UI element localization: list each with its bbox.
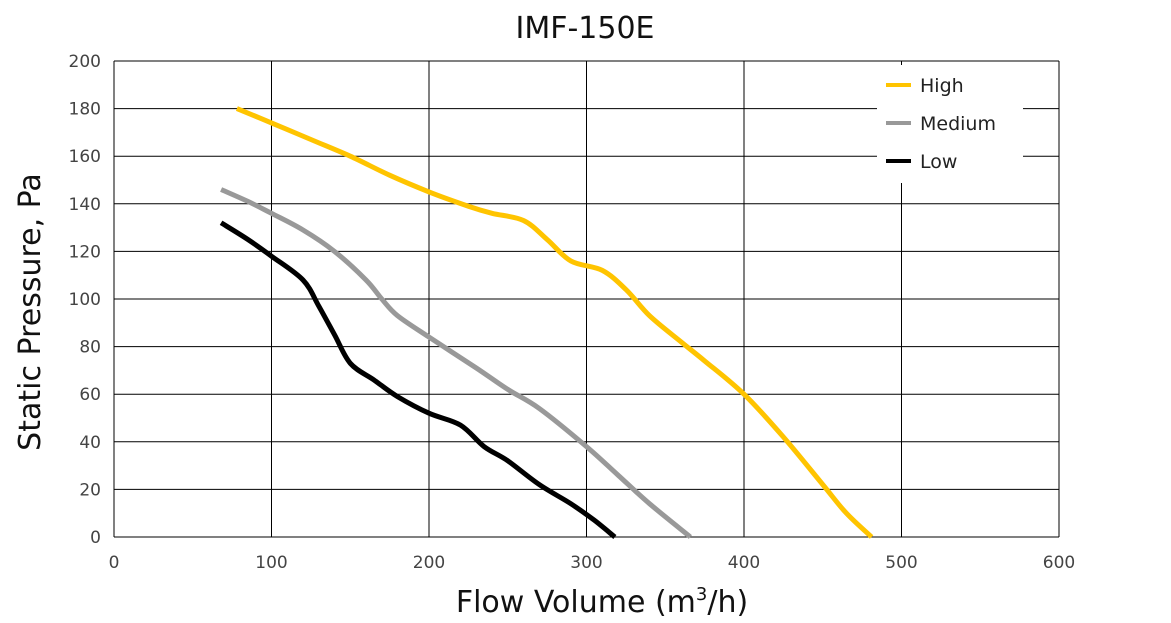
y-tick-label: 200 xyxy=(69,52,101,72)
y-tick-label: 80 xyxy=(79,338,101,358)
legend-label-medium: Medium xyxy=(920,113,996,135)
x-tick-label: 400 xyxy=(728,553,760,573)
x-axis-label-superscript: 3 xyxy=(696,584,707,605)
y-tick-label: 100 xyxy=(69,290,101,310)
tick-labels: 0 100 200 300 400 500 600 0 20 40 60 80 100 120 140 160… xyxy=(69,52,1076,573)
y-tick-label: 20 xyxy=(79,480,101,500)
series-line-medium xyxy=(220,187,692,539)
chart-title: IMF-150E xyxy=(515,11,654,46)
x-tick-label: 300 xyxy=(570,553,602,573)
y-tick-label: 160 xyxy=(69,147,101,167)
y-tick-label: 40 xyxy=(79,433,101,453)
x-axis-label-main: Flow Volume (m xyxy=(456,585,696,620)
series-line-low xyxy=(219,220,617,539)
x-tick-label: 600 xyxy=(1043,553,1075,573)
legend: High Medium Low xyxy=(877,65,1023,183)
y-tick-label: 180 xyxy=(69,100,101,120)
series-line-high xyxy=(235,106,874,539)
x-tick-label: 100 xyxy=(255,553,287,573)
y-tick-label: 0 xyxy=(90,528,101,548)
y-tick-label: 60 xyxy=(79,385,101,405)
x-tick-label: 500 xyxy=(885,553,917,573)
x-axis-label: Flow Volume (m3/h) xyxy=(456,584,748,620)
y-tick-label: 140 xyxy=(69,195,101,215)
x-tick-label: 0 xyxy=(109,553,120,573)
y-tick-label: 120 xyxy=(69,242,101,262)
x-axis-label-end: /h) xyxy=(707,585,748,620)
x-tick-label: 200 xyxy=(413,553,445,573)
series-lines xyxy=(219,106,874,539)
legend-label-low: Low xyxy=(920,151,957,173)
y-axis-label: Static Pressure, Pa xyxy=(13,173,48,451)
legend-label-high: High xyxy=(920,75,964,97)
